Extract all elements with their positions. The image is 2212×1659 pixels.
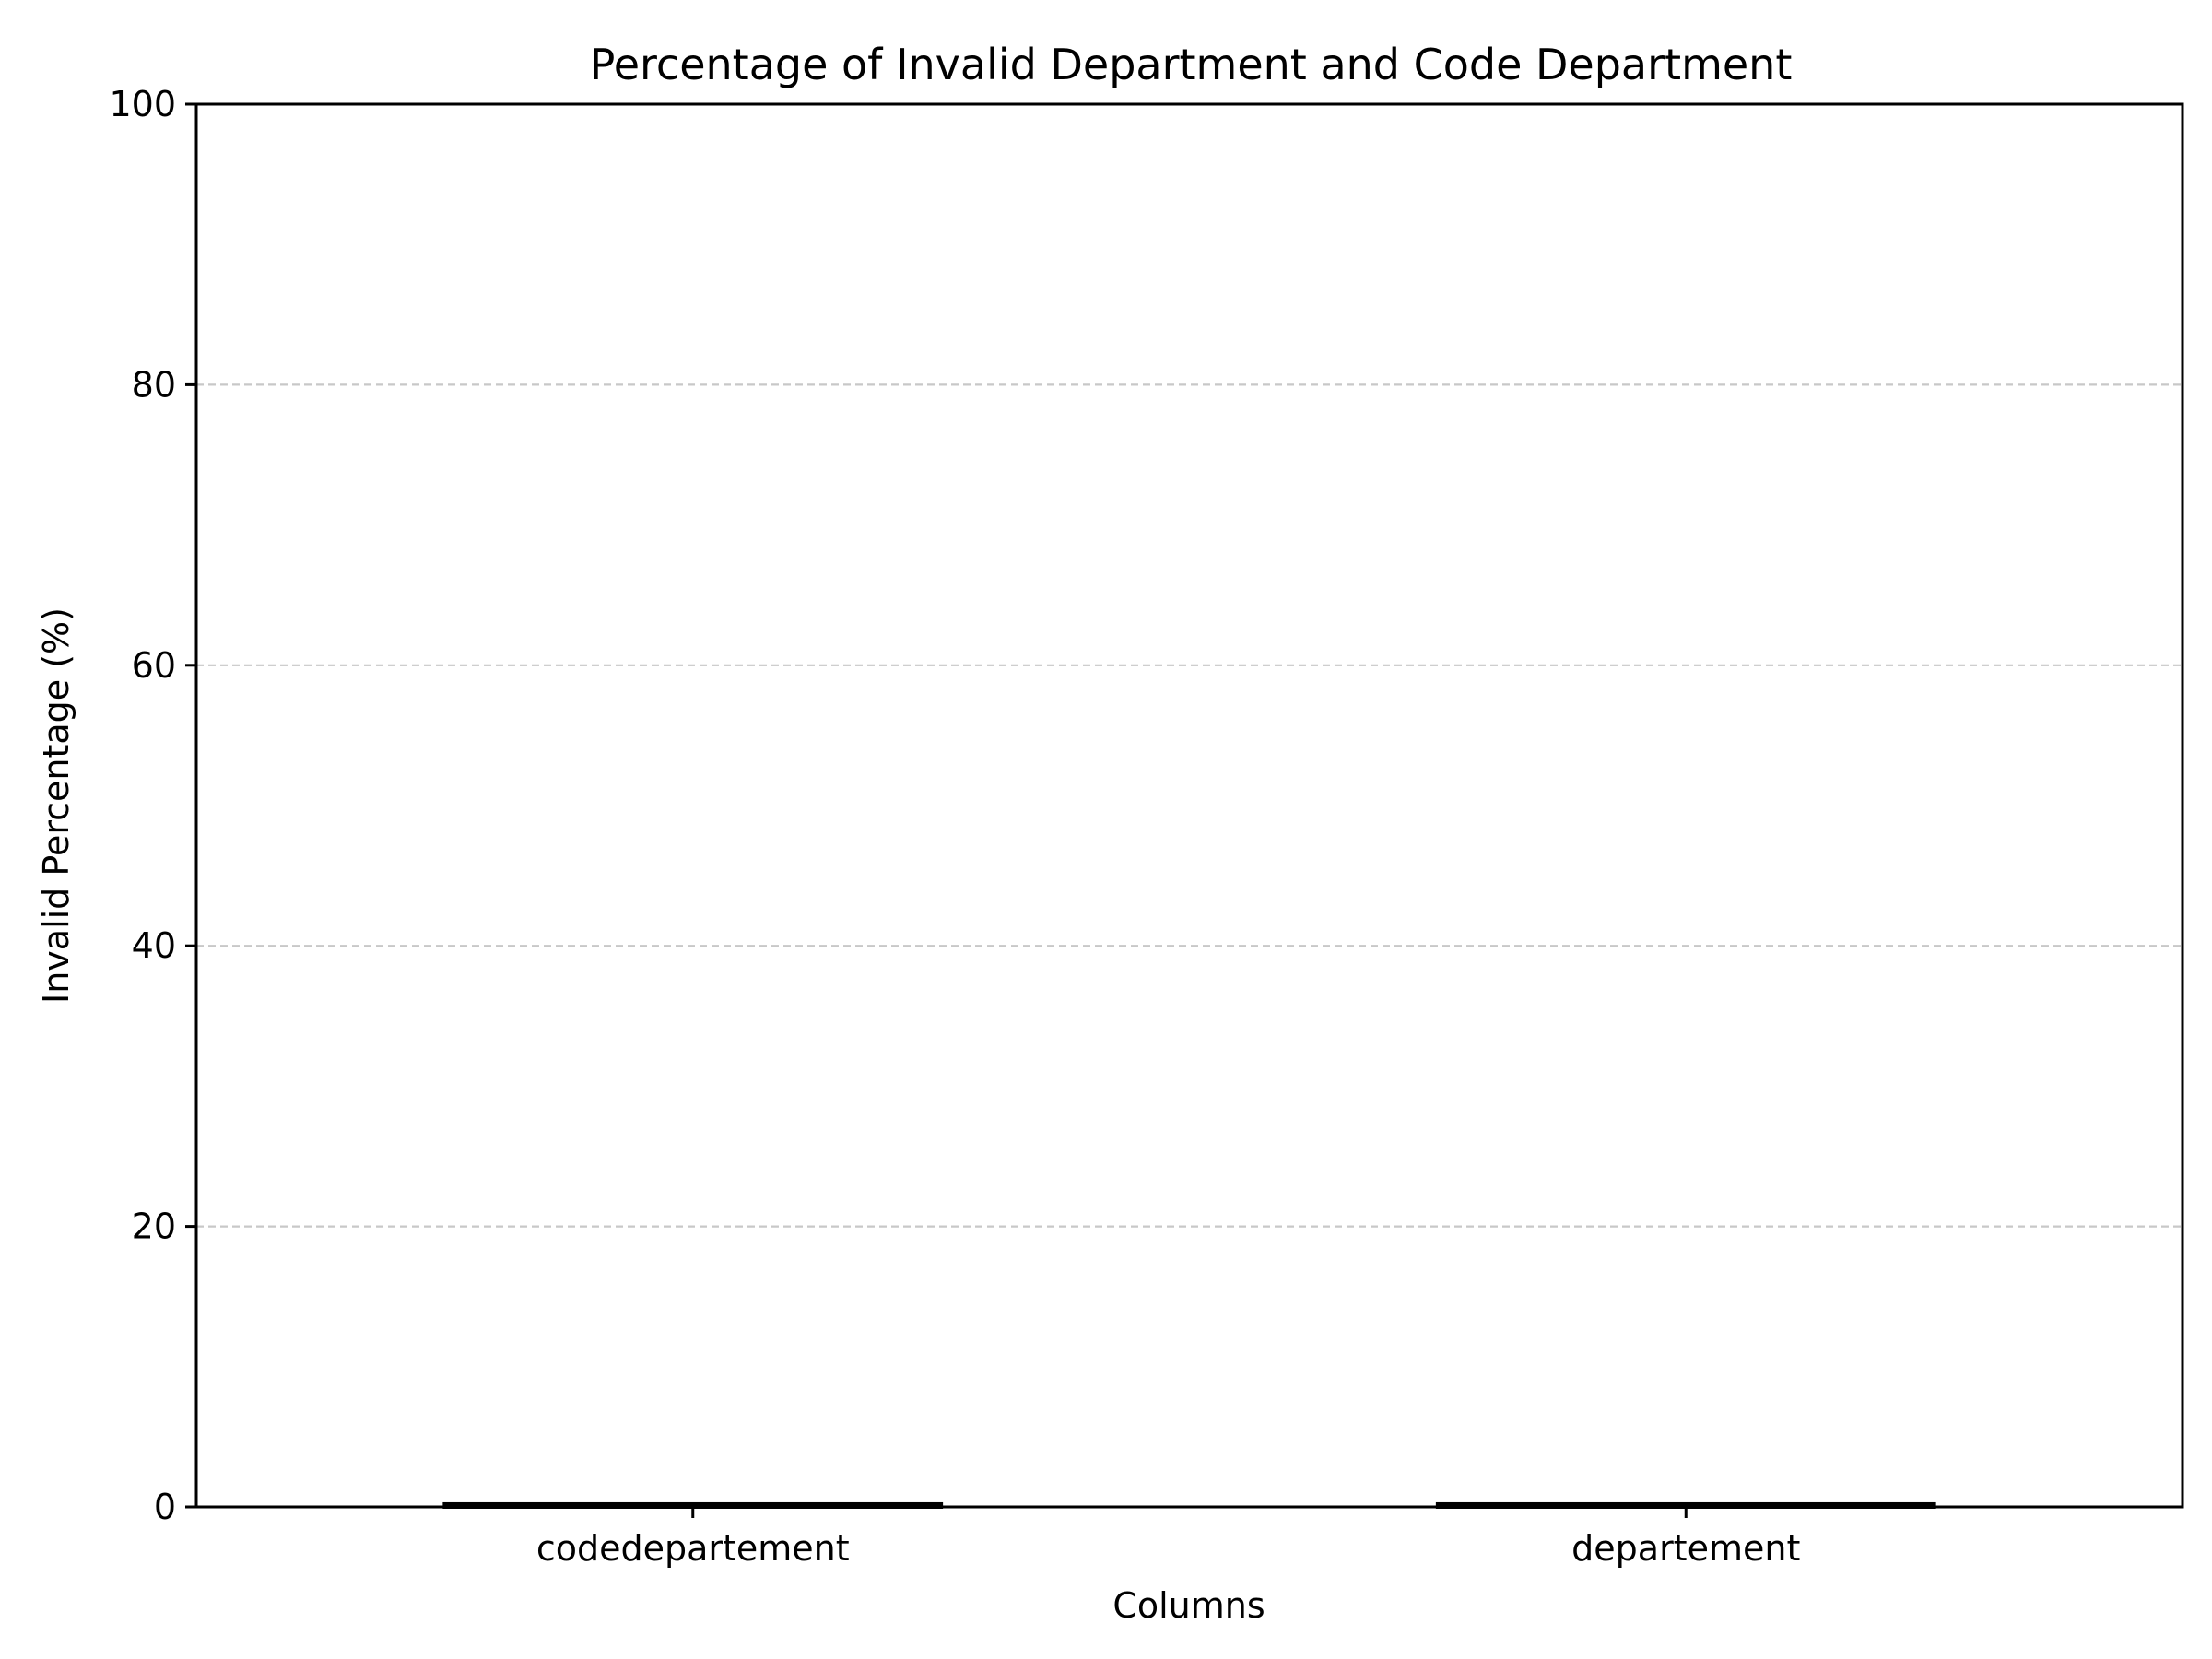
x-axis-ticks: codedepartement departement xyxy=(536,1507,1800,1569)
x-axis-label: Columns xyxy=(1112,1585,1265,1626)
y-tick-label: 40 xyxy=(132,925,176,966)
x-tick-label: departement xyxy=(1571,1528,1800,1569)
y-tick-label: 0 xyxy=(154,1487,176,1527)
y-tick-label: 80 xyxy=(132,364,176,405)
x-tick-label: codedepartement xyxy=(536,1528,850,1569)
y-axis-label: Invalid Percentage (%) xyxy=(36,607,76,1004)
y-tick-label: 20 xyxy=(132,1206,176,1247)
grid-lines xyxy=(196,383,2183,1228)
y-tick-label: 60 xyxy=(132,645,176,686)
y-tick-label: 100 xyxy=(109,84,176,124)
plot-frame xyxy=(194,102,2184,1509)
y-axis-ticks: 0 20 40 60 80 100 xyxy=(109,84,196,1527)
chart-title: Percentage of Invalid Department and Cod… xyxy=(590,40,1793,89)
